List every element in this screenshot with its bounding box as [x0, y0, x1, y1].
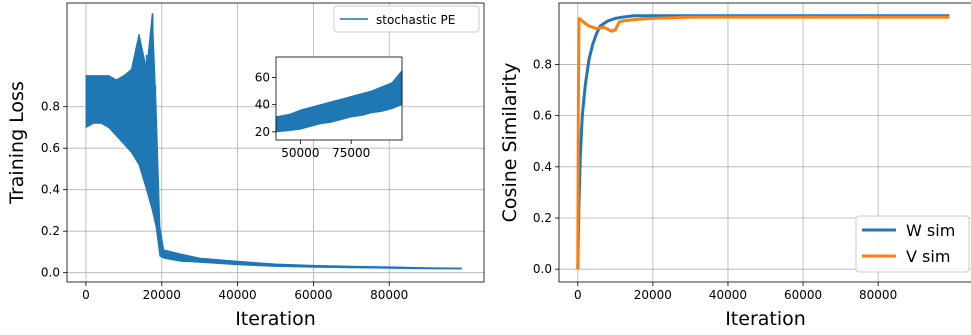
y-tick-label: 0.6	[533, 109, 552, 123]
series-line	[576, 15, 950, 270]
x-tick-label: 0	[82, 288, 90, 302]
y-tick-label: 0.8	[533, 57, 552, 71]
x-tick-label: 60000	[294, 288, 332, 302]
x-tick-label: 20000	[143, 288, 181, 302]
y-tick-label: 0.0	[41, 266, 60, 280]
axes-frame	[66, 2, 485, 283]
y-tick-label: 0.8	[41, 100, 60, 114]
legend-box	[333, 5, 480, 33]
inset-y-tick-label: 20	[255, 125, 270, 139]
legend-label: V sim	[906, 247, 950, 266]
y-tick-label: 0.2	[533, 211, 552, 225]
legend-label: stochastic PE	[376, 13, 455, 27]
inset-y-tick-label: 60	[255, 70, 270, 84]
y-axis-label: Training Loss	[6, 81, 28, 205]
x-tick-label: 40000	[218, 288, 256, 302]
y-tick-label: 0.4	[533, 160, 552, 174]
inset-line	[275, 93, 403, 125]
x-tick-label: 20000	[634, 288, 672, 302]
x-tick-label: 80000	[370, 288, 408, 302]
y-tick-label: 0.6	[41, 141, 60, 155]
y-tick-label: 0.2	[41, 224, 60, 238]
training-loss-chart: 0 20000 40000 60000 80000 0.0 0.2 0.4 0.6 0.8 Iter…	[6, 2, 485, 330]
x-tick-label: 80000	[859, 288, 897, 302]
inset-chart: 50000 75000 20 40 60	[255, 56, 403, 160]
x-axis-label: Iteration	[725, 308, 806, 330]
x-tick-label: 0	[574, 288, 582, 302]
axes-frame	[558, 2, 971, 283]
inset-x-tick-label: 75000	[332, 146, 370, 160]
x-tick-label: 60000	[784, 288, 822, 302]
cosine-similarity-chart: 0 20000 40000 60000 80000 0.0 0.2 0.4 0.6 0.8 Iter…	[499, 2, 971, 330]
series-band	[85, 13, 462, 270]
inset-x-tick-label: 50000	[281, 146, 319, 160]
x-axis-label: Iteration	[235, 308, 316, 330]
series-line	[85, 99, 462, 270]
y-tick-label: 0.0	[533, 262, 552, 276]
y-axis-label: Cosine Similarity	[499, 63, 521, 223]
legend-label: W sim	[906, 221, 955, 240]
y-tick-label: 0.4	[41, 183, 60, 197]
inset-y-tick-label: 40	[255, 98, 270, 112]
inset-frame	[275, 56, 403, 141]
x-tick-label: 40000	[709, 288, 747, 302]
